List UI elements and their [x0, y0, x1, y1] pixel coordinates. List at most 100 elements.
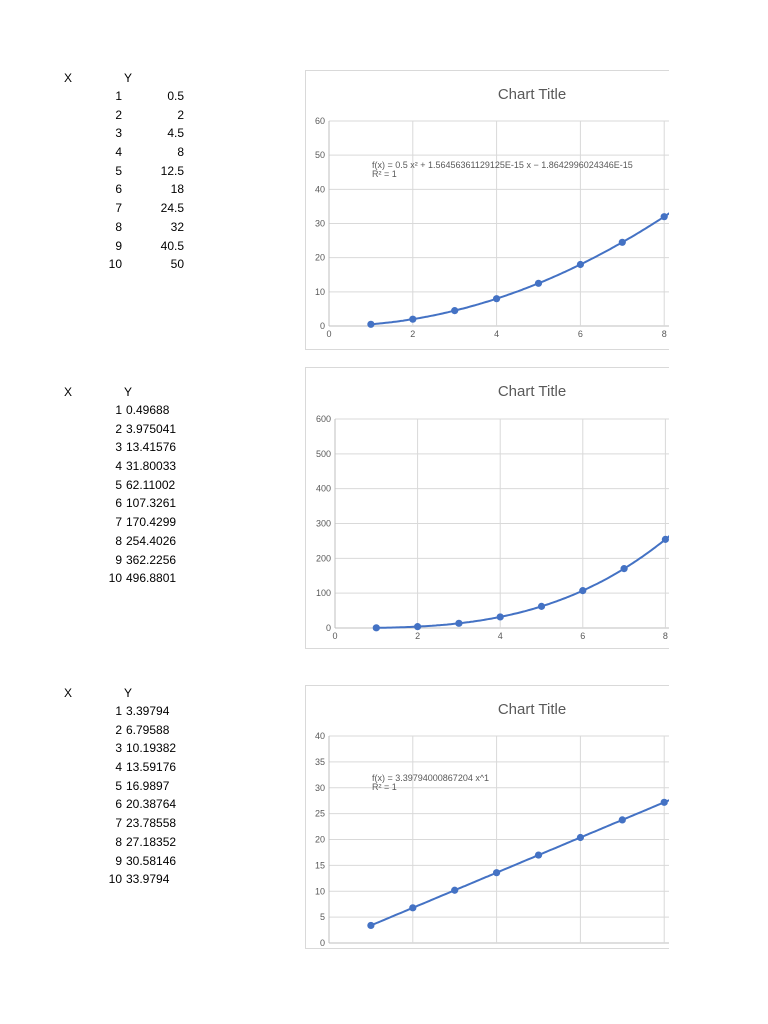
- x-cell: 4: [115, 459, 122, 474]
- table-row: 7 24.5: [60, 201, 200, 220]
- y-tick-label: 0: [320, 321, 325, 331]
- y-cell: 3.39794: [126, 704, 170, 718]
- y-cell: 33.9794: [126, 872, 170, 887]
- y-tick-label: 35: [315, 757, 325, 767]
- chart-2-svg: Chart Title 0 100 200 300 400 500 600 0 2 4 6 8: [316, 383, 669, 641]
- chart-3[interactable]: Chart Title 0 5 10 15 20 25 30 35 40 f(x) = 3.3979…: [305, 685, 669, 949]
- x-header: X: [64, 71, 73, 85]
- chart-title: Chart Title: [498, 86, 566, 103]
- y-cell: 0.5: [167, 89, 184, 103]
- table-row: 10 33.9794: [60, 872, 200, 891]
- r-squared-label: R² = 1: [372, 782, 397, 792]
- trendline: [376, 535, 669, 629]
- table-row: 1 3.39794: [60, 704, 200, 723]
- table-row: 3 13.41576: [60, 440, 200, 459]
- y-cell: 40.5: [160, 238, 184, 253]
- y-tick-label: 10: [315, 287, 325, 297]
- y-cell: 24.5: [160, 201, 184, 216]
- x-tick-label: 0: [326, 329, 331, 339]
- table-row: 9 40.5: [60, 239, 200, 258]
- y-cell: 13.59176: [126, 760, 177, 775]
- data-point: [451, 307, 459, 315]
- table-row: 5 12.5: [60, 164, 200, 183]
- data-table-2: X Y 1 0.49688 2 3.975041 3 13.41576 4 31.80033 5 62…: [60, 385, 200, 590]
- y-cell: 170.4299: [126, 515, 177, 530]
- y-cell: 16.9897: [126, 778, 170, 793]
- table-row: 8 254.4026: [60, 534, 200, 553]
- x-cell: 4: [115, 760, 122, 775]
- data-point: [618, 816, 626, 824]
- y-cell: 496.8801: [126, 571, 177, 586]
- y-tick-label: 30: [315, 219, 325, 229]
- trendline-equation: f(x) = 0.5 x² + 1.56456361129125E-15 x −…: [372, 160, 633, 170]
- table-row: 10 496.8801: [60, 571, 200, 590]
- y-cell: 107.3261: [126, 496, 177, 511]
- y-tick-label: 5: [320, 912, 325, 922]
- x-cell: 6: [115, 496, 122, 511]
- y-header: Y: [124, 71, 133, 85]
- chart-3-svg: Chart Title 0 5 10 15 20 25 30 35 40 f(x) = 3.3979…: [315, 701, 669, 948]
- x-cell: 9: [115, 552, 122, 567]
- x-cell: 4: [115, 145, 122, 160]
- data-point: [534, 851, 543, 859]
- x-tick-label: 4: [498, 631, 503, 641]
- chart-title: Chart Title: [498, 701, 566, 718]
- chart-title: Chart Title: [498, 383, 566, 400]
- data-point: [367, 320, 375, 328]
- y-tick-label: 0: [326, 623, 331, 633]
- x-cell: 6: [115, 797, 122, 812]
- y-cell: 3.975041: [126, 421, 177, 436]
- data-point: [455, 619, 463, 627]
- table-row: 1 0.5: [60, 89, 200, 108]
- y-tick-label: 50: [315, 150, 325, 160]
- x-tick-label: 0: [332, 631, 337, 641]
- y-tick-label: 400: [316, 484, 331, 494]
- r-squared-label: R² = 1: [372, 169, 397, 179]
- data-point: [367, 921, 375, 930]
- trendline: [370, 799, 669, 927]
- table-row: 2 6.79588: [60, 723, 200, 742]
- y-cell: 2: [177, 107, 184, 122]
- x-header: X: [64, 385, 73, 399]
- x-cell: 8: [115, 219, 122, 234]
- chart-2[interactable]: Chart Title 0 100 200 300 400 500 600 0 2 4 6 8: [305, 367, 669, 649]
- table-row: 9 30.58146: [60, 854, 200, 873]
- x-tick-label: 6: [580, 631, 585, 641]
- x-cell: 1: [115, 704, 122, 718]
- y-cell: 62.11002: [126, 477, 176, 492]
- y-cell: 254.4026: [126, 533, 177, 548]
- x-cell: 5: [115, 778, 122, 793]
- y-cell: 32: [170, 219, 184, 234]
- data-point: [660, 798, 668, 806]
- table-row: 2 3.975041: [60, 422, 200, 441]
- y-tick-label: 200: [316, 553, 331, 563]
- y-cell: 23.78558: [126, 816, 177, 831]
- y-tick-label: 100: [316, 588, 331, 598]
- table-row: 8 27.18352: [60, 835, 200, 854]
- y-header: Y: [124, 686, 133, 700]
- y-cell: 362.2256: [126, 552, 177, 567]
- x-tick-label: 8: [662, 329, 667, 339]
- x-cell: 10: [108, 872, 122, 887]
- x-header: X: [64, 686, 73, 700]
- x-cell: 7: [115, 816, 122, 831]
- y-cell: 31.80033: [126, 459, 177, 474]
- table-row: 10 50: [60, 257, 200, 276]
- x-cell: 2: [115, 107, 122, 122]
- table-row: 3 4.5: [60, 126, 200, 145]
- chart-1[interactable]: Chart Title 0 10 20 30 40 50 60 0 2 4 6 8 f(x) = 0.5 …: [305, 70, 669, 350]
- data-point: [496, 613, 504, 621]
- y-tick-label: 40: [315, 731, 325, 741]
- data-point: [618, 238, 626, 246]
- chart-1-svg: Chart Title 0 10 20 30 40 50 60 0 2 4 6 8 f(x) = 0.5 …: [315, 86, 669, 339]
- y-cell: 0.49688: [126, 403, 170, 417]
- data-point: [579, 587, 587, 595]
- data-point: [451, 886, 459, 894]
- x-tick-label: 8: [663, 631, 668, 641]
- y-cell: 6.79588: [126, 722, 170, 737]
- y-tick-label: 40: [315, 184, 325, 194]
